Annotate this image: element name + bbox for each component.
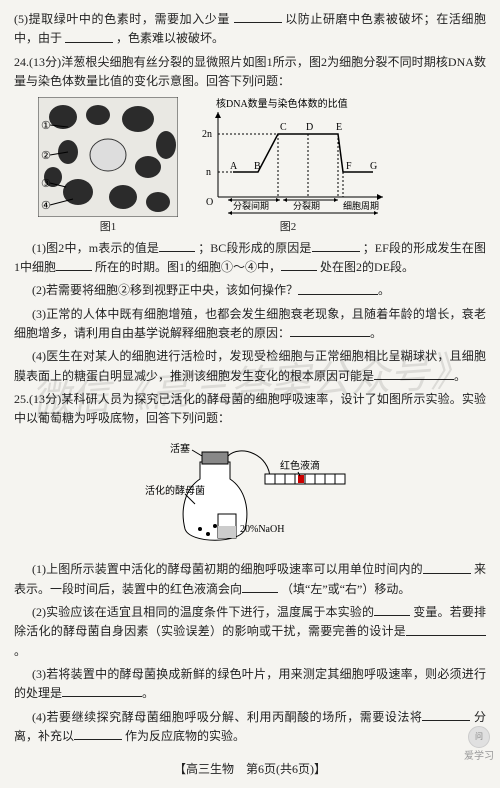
q25-2: (2)实验应该在适宜且相同的温度条件下进行，温度属于本实验的 变量。若要排除活化… [14, 603, 486, 661]
svg-text:2n: 2n [202, 129, 212, 140]
svg-text:B: B [254, 161, 261, 172]
q25-4: (4)若要继续探究酵母菌细胞呼吸分解、利用丙酮酸的场所，需要设法将 分离，补充以… [14, 708, 486, 747]
q25-1: (1)上图所示装置中活化的酵母菌初期的细胞呼吸速率可以用单位时间内的 来表示。一… [14, 560, 486, 599]
blank [74, 727, 122, 740]
q23-5-c: ，色素难以被破坏。 [116, 32, 224, 46]
q25-stem: 25.(13分)某科研人员为探究已活化的酵母菌的细胞呼吸速率，设计了如图所示实验… [14, 390, 486, 428]
fig1-caption: 图1 [100, 219, 117, 237]
blank [406, 622, 486, 635]
svg-text:细胞周期: 细胞周期 [343, 200, 379, 211]
svg-text:④: ④ [41, 200, 51, 212]
blank [374, 603, 410, 616]
q23-5-a: (5)提取绿叶中的色素时，需要加入少量 [14, 12, 230, 26]
blank [422, 708, 470, 721]
svg-text:①: ① [41, 120, 51, 132]
blank [62, 684, 142, 697]
blank [423, 560, 471, 573]
svg-text:活化的酵母菌: 活化的酵母菌 [145, 484, 205, 497]
q25-3: (3)若将装置中的酵母菌换成新鲜的绿色叶片，用来测定其细胞呼吸速率，则必须进行的… [14, 665, 486, 704]
microscopy-image: ① ② ③ ④ [38, 97, 178, 217]
blank [242, 580, 278, 593]
blank [298, 281, 378, 294]
ratio-graph: 核DNA数量与染色体数的比值 2n n O A [188, 97, 388, 217]
svg-text:D: D [306, 122, 313, 133]
svg-text:C: C [280, 122, 287, 133]
blank [159, 239, 195, 252]
blank [56, 258, 92, 271]
q23-5: (5)提取绿叶中的色素时，需要加入少量 以防止研磨中色素被破坏；在活细胞中，由于… [14, 10, 486, 49]
svg-text:20%NaOH: 20%NaOH [240, 524, 284, 535]
corner-text: 爱学习 [464, 749, 494, 765]
experiment-figure: 活塞 活化的酵母菌 20%NaOH 红色液滴 [14, 434, 486, 554]
corner-watermark: 问 爱学习 [464, 726, 494, 765]
svg-text:O: O [206, 197, 213, 208]
q24-4: (4)医生在对某人的细胞进行活检时，发现受检细胞与正常细胞相比呈糊球状，且细胞膜… [14, 347, 486, 386]
blank [234, 10, 282, 23]
svg-text:③: ③ [41, 178, 51, 190]
svg-text:核DNA数量与染色体数的比值: 核DNA数量与染色体数的比值 [216, 97, 348, 110]
blank [281, 258, 317, 271]
blank [374, 367, 454, 380]
corner-logo-icon: 问 [468, 726, 490, 748]
q24-2: (2)若需要将细胞②移到视野正中央，该如何操作？。 [14, 281, 486, 300]
figure-1: ① ② ③ ④ 图1 [38, 97, 178, 237]
svg-text:A: A [230, 161, 238, 172]
svg-text:活塞: 活塞 [170, 442, 190, 455]
svg-text:G: G [370, 161, 377, 172]
figure-2: 核DNA数量与染色体数的比值 2n n O A [188, 97, 388, 237]
apparatus: 活塞 活化的酵母菌 20%NaOH 红色液滴 [140, 434, 360, 554]
svg-text:红色液滴: 红色液滴 [280, 459, 320, 472]
blank [312, 239, 360, 252]
figure-row: ① ② ③ ④ 图1 核DNA数量与染色体数的比值 2n n [38, 97, 486, 237]
blank [290, 324, 370, 337]
svg-text:②: ② [41, 150, 51, 162]
q24-1: (1)图2中，m表示的值是 ；BC段形成的原因是 ；EF段的形成发生在图1中细胞… [14, 239, 486, 278]
svg-text:F: F [346, 161, 352, 172]
svg-text:n: n [206, 167, 211, 178]
q24-3: (3)正常的人体中既有细胞增殖，也都会发生细胞衰老现象，且随着年龄的增长，衰老细… [14, 305, 486, 344]
q24-stem: 24.(13分)洋葱根尖细胞有丝分裂的显微照片如图1所示，图2为细胞分裂不同时期… [14, 53, 486, 91]
svg-text:分裂期: 分裂期 [293, 201, 320, 211]
blank [65, 29, 113, 42]
fig2-caption: 图2 [280, 219, 297, 237]
page-footer: 【高三生物 第6页(共6页)】 [14, 760, 486, 779]
svg-text:E: E [336, 122, 342, 133]
svg-text:分裂间期: 分裂间期 [233, 200, 269, 211]
